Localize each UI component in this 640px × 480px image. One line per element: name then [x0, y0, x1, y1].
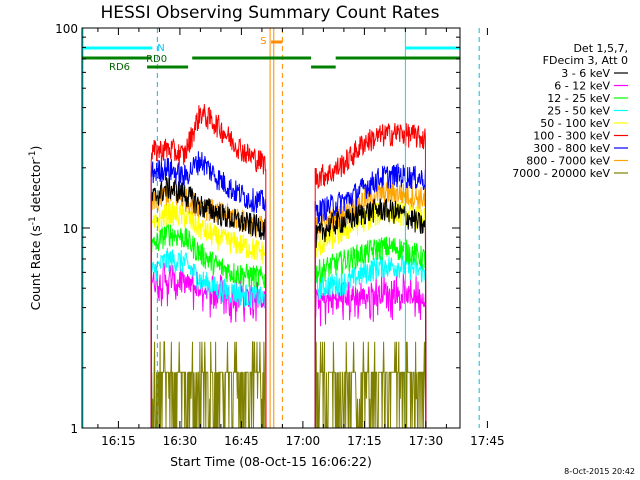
y-tick-label: 10: [63, 222, 78, 236]
x-tick-label: 17:15: [347, 434, 382, 448]
x-tick-label: 16:15: [101, 434, 136, 448]
series-line: [150, 222, 267, 429]
series-300-800-kev: [150, 151, 427, 429]
series-line: [314, 198, 427, 429]
series-line: [314, 273, 427, 429]
y-tick-label: 1: [70, 422, 78, 436]
series-line: [150, 151, 267, 429]
series-line: [314, 163, 427, 429]
legend-entry-label: 300 - 800 keV: [533, 142, 610, 155]
x-axis: 16:15 16:30 16:45 17:00 17:15 17:30 17:45: [97, 28, 505, 448]
legend-entry-label: 3 - 6 keV: [561, 67, 610, 80]
legend-entry-label: 12 - 25 keV: [547, 92, 610, 105]
legend-entry-label: 7000 - 20000 keV: [512, 167, 610, 180]
series-line: [150, 201, 267, 429]
rd0-label: RD0: [146, 54, 167, 65]
plot-frame: [81, 27, 461, 429]
y-tick-label: 100: [55, 22, 78, 36]
series-line: [314, 341, 427, 429]
timestamp: 8-Oct-2015 20:42: [564, 467, 635, 476]
series-3-6-kev: [150, 176, 427, 429]
x-tick-label: 17:30: [409, 434, 444, 448]
night-label: N: [157, 43, 164, 54]
series-line: [150, 176, 267, 429]
saa-label: S: [260, 36, 266, 47]
legend-entry-label: 50 - 100 keV: [540, 117, 610, 130]
x-axis-label: Start Time (08-Oct-15 16:06:22): [170, 454, 372, 469]
series-100-300-kev: [150, 104, 427, 429]
series-12-25-kev: [150, 222, 427, 429]
legend-entry-label: 25 - 50 keV: [547, 105, 610, 118]
series-line: [314, 122, 427, 429]
x-tick-label: 16:45: [224, 434, 259, 448]
x-tick-label: 16:30: [163, 434, 198, 448]
legend-entry-label: 6 - 12 keV: [554, 80, 610, 93]
legend-header-line: Det 1,5,7,: [573, 42, 628, 55]
y-axis-label: Count Rate (s-1 detector-1): [28, 146, 43, 311]
x-tick-label: 17:00: [286, 434, 321, 448]
series-line: [314, 236, 427, 429]
series-line: [150, 247, 267, 429]
series-7000-20000-kev: [150, 341, 427, 429]
legend-header-line: FDecim 3, Att 0: [543, 54, 628, 67]
chart-title: HESSI Observing Summary Count Rates: [100, 3, 439, 23]
y-axis: 1 10 100: [55, 22, 460, 436]
rd6-label: RD6: [109, 62, 130, 73]
legend-entry-label: 100 - 300 keV: [533, 130, 610, 143]
series-line: [150, 341, 266, 429]
legend-entry-label: 800 - 7000 keV: [526, 155, 610, 168]
series-line: [150, 104, 267, 429]
x-tick-label: 17:45: [470, 434, 505, 448]
plot-area: [150, 104, 427, 429]
